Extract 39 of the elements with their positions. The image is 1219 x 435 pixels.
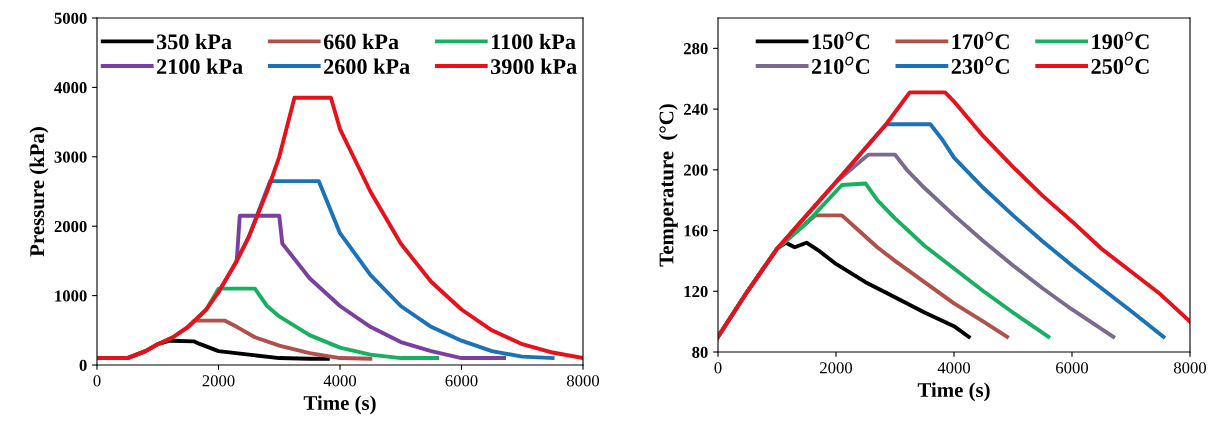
legend-label: 250$^{o}$C bbox=[1091, 56, 1149, 74]
legend-label: 190$^{o}$C bbox=[1092, 31, 1149, 50]
line-series bbox=[97, 95, 583, 361]
y-axis-title: Temperature (°C) bbox=[658, 104, 678, 267]
y-tick-label: 2000 bbox=[54, 220, 87, 233]
y-tick-label: 200 bbox=[683, 164, 708, 176]
legend-label: 1100 kPa bbox=[491, 33, 576, 50]
y-axis-title: Pressure (kPa) bbox=[29, 127, 49, 257]
x-tick-label: 2000 bbox=[202, 375, 235, 387]
x-axis-title: Time (s) bbox=[303, 395, 376, 415]
x-tick-label: 6000 bbox=[1056, 362, 1089, 374]
legend-label: 350 kPa bbox=[156, 33, 232, 50]
y-tick-label: 120 bbox=[684, 285, 708, 298]
legend-label: 2600 kPa bbox=[324, 58, 410, 75]
legend-label: 2100 kPa bbox=[157, 58, 243, 75]
x-tick-label: 6000 bbox=[445, 375, 478, 387]
x-tick-label: 4000 bbox=[323, 375, 357, 387]
y-tick-label: 240 bbox=[683, 103, 708, 116]
x-tick-label: 2000 bbox=[820, 362, 853, 374]
legend-label: 660 kPa bbox=[323, 33, 399, 50]
y-tick-label: 3000 bbox=[54, 151, 87, 163]
legend-label: 210$^{o}$C bbox=[811, 56, 870, 74]
y-tick-label: 280 bbox=[683, 43, 708, 55]
x-axis-title: Time (s) bbox=[917, 382, 990, 402]
y-tick-label: 1000 bbox=[55, 290, 87, 302]
legend-label: 150$^{o}$C bbox=[812, 31, 870, 50]
y-tick-label: 80 bbox=[692, 346, 708, 358]
x-tick-label: 0 bbox=[714, 362, 722, 374]
line-series bbox=[718, 90, 1190, 339]
x-tick-label: 8000 bbox=[566, 375, 600, 387]
legend-label: 170$^{o}$C bbox=[952, 31, 1009, 50]
x-tick-label: 0 bbox=[93, 375, 101, 387]
legend-label: 3900 kPa bbox=[491, 58, 577, 75]
y-tick-label: 5000 bbox=[54, 12, 87, 24]
y-tick-label: 4000 bbox=[54, 82, 87, 94]
x-tick-label: 8000 bbox=[1173, 362, 1207, 374]
legend-label: 230$^{o}$C bbox=[951, 56, 1009, 74]
y-tick-label: 160 bbox=[684, 225, 708, 237]
x-tick-label: 4000 bbox=[937, 362, 971, 374]
